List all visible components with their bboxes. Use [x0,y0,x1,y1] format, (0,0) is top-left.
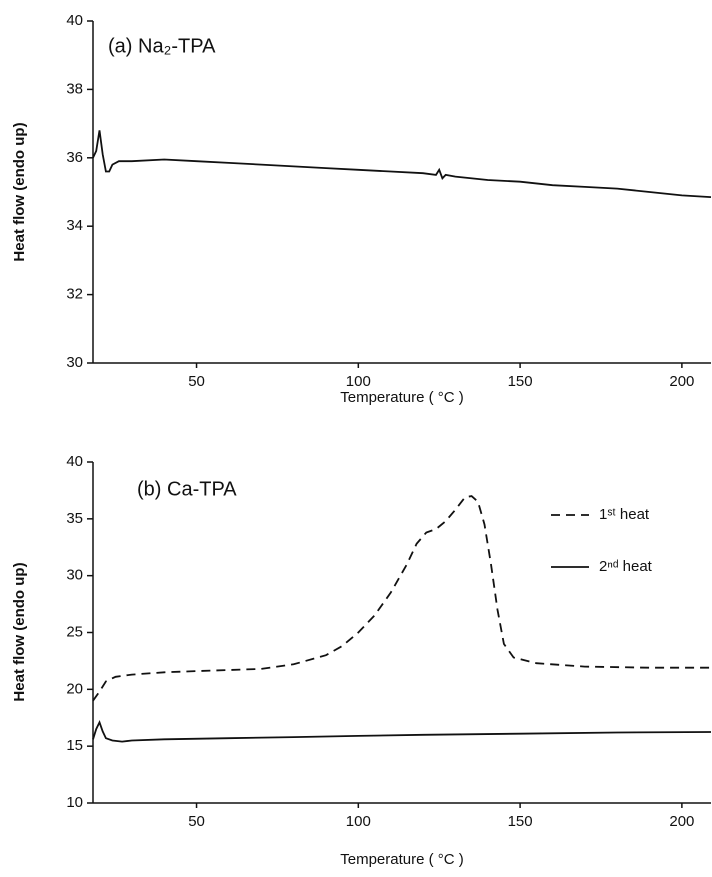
y-axis-label: Heat flow (endo up) [11,562,28,701]
x-tick-label: 100 [346,373,371,390]
legend-label: 1ˢᵗ heat [599,506,650,523]
y-tick-label: 30 [66,567,83,584]
y-tick-label: 40 [66,12,83,29]
x-tick-label: 200 [669,813,694,830]
y-tick-label: 20 [66,680,83,697]
chart-title: (a) Na₂-TPA [108,35,216,57]
y-tick-label: 10 [66,794,83,811]
data-line [92,495,711,702]
x-axis-label: Temperature ( °C ) [340,389,464,406]
chart-panel: 30 32 34 36 38 40 50 100 150 200 (a) Na₂-TPA Temper… [11,12,712,406]
y-tick-label: 35 [66,510,83,527]
x-tick-label: 200 [669,373,694,390]
data-line [92,130,712,198]
x-axis-label: Temperature ( °C ) [340,851,464,868]
y-tick-label: 30 [66,354,83,371]
y-tick-label: 32 [66,286,83,303]
y-tick-label: 36 [66,149,83,166]
legend-label: 2ⁿᵈ heat [599,558,653,575]
y-axis-label: Heat flow (endo up) [11,122,28,261]
x-tick-label: 50 [188,373,205,390]
x-tick-label: 150 [508,373,533,390]
chart-title: (b) Ca-TPA [137,478,237,500]
chart-panel: 10 15 20 25 30 35 40 50 100 150 200 (b) Ca-TPA Tempe… [11,453,712,868]
x-tick-label: 150 [508,813,533,830]
y-tick-label: 15 [66,737,83,754]
data-line [92,719,712,743]
x-tick-label: 50 [188,813,205,830]
y-tick-label: 38 [66,80,83,97]
y-tick-label: 34 [66,217,83,234]
y-tick-label: 25 [66,623,83,640]
x-tick-label: 100 [346,813,371,830]
y-tick-label: 40 [66,453,83,470]
